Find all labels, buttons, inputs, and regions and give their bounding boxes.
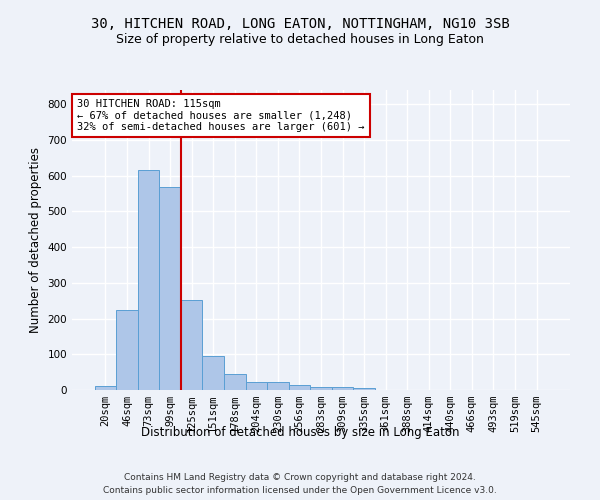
Bar	[138, 170, 160, 390]
Y-axis label: Number of detached properties: Number of detached properties	[29, 147, 42, 333]
Text: Size of property relative to detached houses in Long Eaton: Size of property relative to detached ho…	[116, 32, 484, 46]
Text: Contains HM Land Registry data © Crown copyright and database right 2024.
Contai: Contains HM Land Registry data © Crown c…	[103, 474, 497, 495]
Bar	[289, 385, 310, 390]
Bar	[116, 310, 138, 390]
Bar	[353, 388, 375, 390]
Bar	[202, 356, 224, 390]
Bar	[267, 382, 289, 390]
Bar	[224, 374, 245, 390]
Text: 30, HITCHEN ROAD, LONG EATON, NOTTINGHAM, NG10 3SB: 30, HITCHEN ROAD, LONG EATON, NOTTINGHAM…	[91, 18, 509, 32]
Bar	[160, 187, 181, 390]
Bar	[310, 387, 332, 390]
Bar	[332, 387, 353, 390]
Bar	[245, 382, 267, 390]
Bar	[95, 386, 116, 390]
Bar	[181, 300, 202, 390]
Text: Distribution of detached houses by size in Long Eaton: Distribution of detached houses by size …	[141, 426, 459, 439]
Text: 30 HITCHEN ROAD: 115sqm
← 67% of detached houses are smaller (1,248)
32% of semi: 30 HITCHEN ROAD: 115sqm ← 67% of detache…	[77, 99, 364, 132]
